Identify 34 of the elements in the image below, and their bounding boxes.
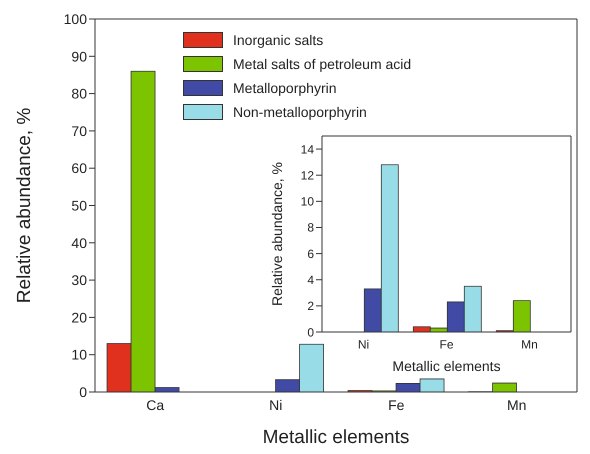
legend-label: Non-metalloporphyrin (233, 104, 367, 120)
y-tick-label: 60 (71, 160, 88, 176)
x-axis-title: Metallic elements (392, 358, 501, 374)
y-tick-label: 8 (307, 220, 314, 235)
y-tick-label: 14 (300, 142, 314, 156)
legend-label: Inorganic salts (233, 32, 324, 48)
y-tick-label: 10 (71, 346, 88, 363)
x-tick-label: Ca (146, 396, 164, 413)
y-tick-label: 0 (79, 384, 88, 400)
x-tick-label: Ni (269, 396, 282, 413)
legend-label: Metalloporphyrin (233, 80, 336, 96)
x-tick-label: Fe (439, 338, 454, 352)
y-tick-label: 0 (307, 325, 314, 340)
legend-label: Metal salts of petroleum acid (233, 56, 412, 72)
y-tick-label: 2 (307, 299, 314, 314)
y-tick-label: 80 (71, 86, 88, 102)
x-tick-label: Mn (507, 396, 526, 413)
y-tick-label: 10 (300, 194, 314, 209)
y-tick-label: 4 (307, 272, 314, 287)
y-tick-label: 50 (71, 197, 88, 214)
y-tick-label: 40 (71, 234, 88, 251)
y-tick-label: 100 (64, 10, 88, 27)
x-axis-title: Metallic elements (262, 427, 410, 448)
y-tick-label: 70 (71, 122, 88, 139)
y-tick-label: 12 (300, 168, 314, 182)
y-tick-label: 30 (71, 272, 88, 288)
x-tick-label: Mn (521, 338, 538, 352)
x-tick-label: Ni (358, 338, 370, 352)
x-tick-label: Fe (388, 396, 405, 413)
y-axis-title: Relative abundance, % (269, 162, 286, 306)
y-tick-label: 6 (307, 246, 314, 261)
y-tick-label: 90 (71, 48, 88, 64)
y-axis-title: Relative abundance, % (14, 108, 35, 304)
y-tick-label: 20 (71, 309, 88, 326)
